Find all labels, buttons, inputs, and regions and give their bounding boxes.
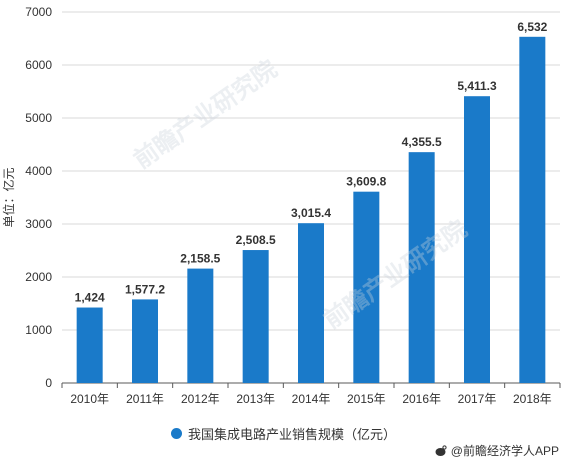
y-axis-label: 单位：亿元 — [1, 167, 16, 227]
x-tick-label: 2016年 — [402, 392, 441, 406]
legend-label: 我国集成电路产业销售规模（亿元） — [187, 427, 396, 442]
y-tick-label: 3000 — [25, 217, 52, 231]
bar — [242, 250, 269, 383]
data-label: 5,411.3 — [457, 79, 497, 93]
y-tick-label: 1000 — [25, 323, 52, 337]
bar — [298, 223, 324, 383]
data-label: 3,609.8 — [346, 175, 386, 189]
credit-text: @前瞻经济学人APP — [450, 444, 559, 458]
x-tick-label: 2015年 — [347, 392, 386, 406]
y-tick-label: 6000 — [25, 58, 52, 72]
data-label: 1,577.2 — [125, 282, 165, 296]
x-tick-label: 2011年 — [126, 392, 164, 406]
credit: @前瞻经济学人APP — [435, 442, 559, 459]
y-tick-label: 0 — [45, 376, 52, 390]
x-tick-label: 2014年 — [292, 392, 331, 406]
data-label: 2,508.5 — [236, 233, 276, 247]
x-tick-label: 2013年 — [236, 392, 275, 406]
x-tick-label: 2012年 — [181, 392, 220, 406]
x-tick-label: 2018年 — [513, 392, 552, 406]
bar — [353, 191, 380, 383]
data-label: 4,355.5 — [402, 135, 442, 149]
y-tick-label: 4000 — [25, 164, 52, 178]
data-label: 1,424 — [75, 291, 105, 305]
bar — [408, 152, 435, 383]
data-label: 3,015.4 — [291, 206, 331, 220]
x-tick-label: 2017年 — [458, 392, 497, 406]
data-label: 2,158.5 — [180, 252, 220, 266]
bar — [464, 96, 490, 383]
bar — [519, 36, 546, 383]
bar — [76, 307, 103, 383]
bar — [132, 299, 158, 383]
legend: 我国集成电路产业销售规模（亿元） — [0, 424, 567, 443]
data-label: 6,532 — [517, 20, 547, 34]
y-tick-label: 7000 — [25, 5, 52, 19]
y-tick-label: 5000 — [25, 111, 52, 125]
bar — [187, 268, 214, 383]
weibo-icon — [435, 444, 447, 456]
x-tick-label: 2010年 — [70, 392, 109, 406]
y-tick-label: 2000 — [25, 270, 52, 284]
bar-chart: 0 1000 2000 3000 4000 5000 6000 7000 单位：亿元 1,424 2… — [1, 5, 561, 406]
legend-marker — [170, 428, 182, 439]
